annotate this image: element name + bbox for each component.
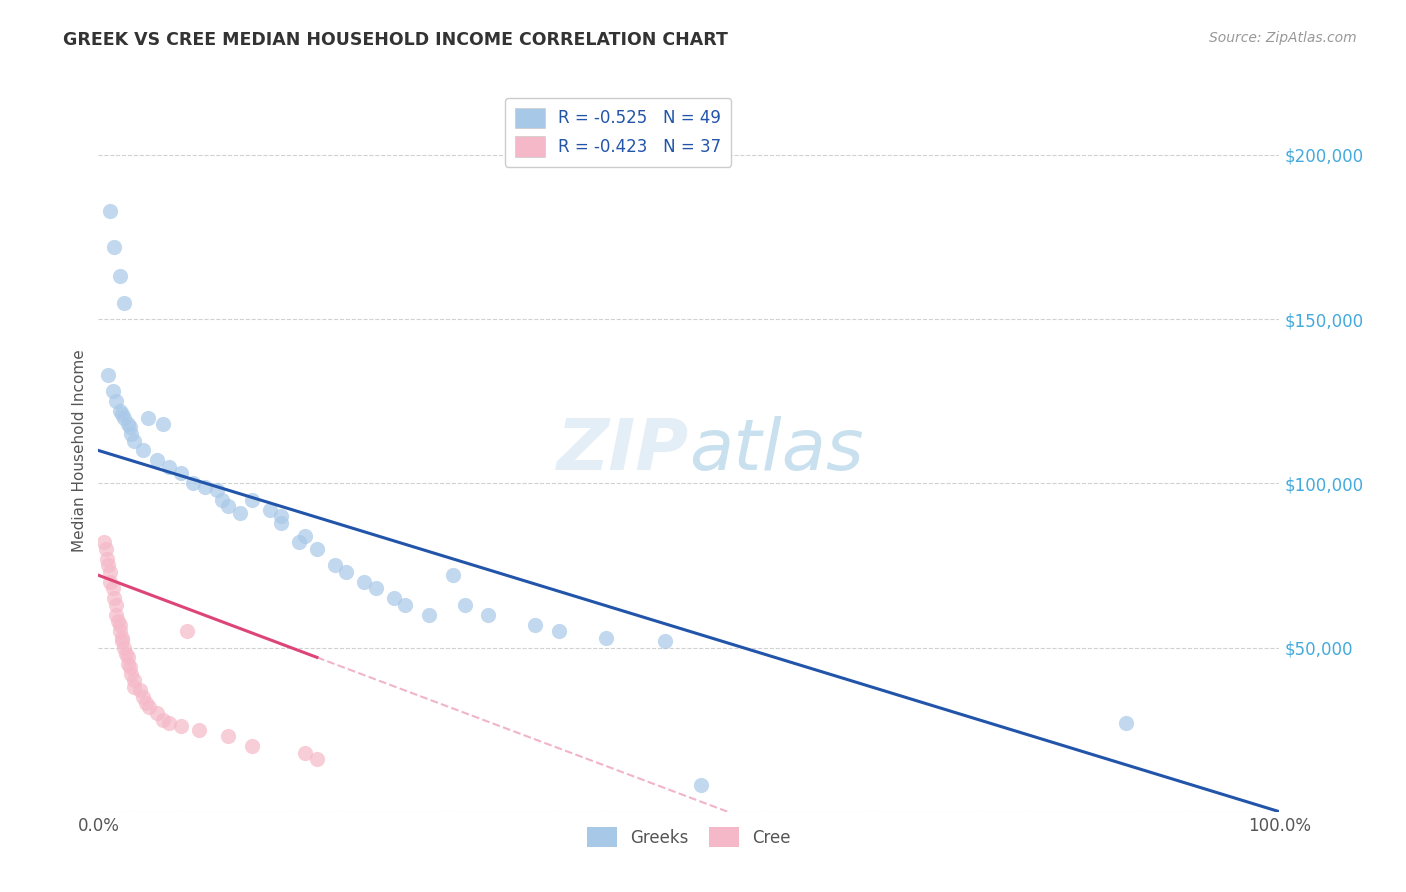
Point xyxy=(205,483,228,497)
Point xyxy=(157,716,180,731)
Point xyxy=(181,476,204,491)
Point xyxy=(108,617,131,632)
Point xyxy=(112,410,135,425)
Point xyxy=(294,746,316,760)
Point xyxy=(101,582,124,596)
Point xyxy=(270,509,292,524)
Point xyxy=(122,673,145,688)
Point xyxy=(117,650,139,665)
Text: GREEK VS CREE MEDIAN HOUSEHOLD INCOME CORRELATION CHART: GREEK VS CREE MEDIAN HOUSEHOLD INCOME CO… xyxy=(63,31,728,49)
Point xyxy=(270,516,292,530)
Point xyxy=(117,657,139,671)
Point xyxy=(117,417,139,432)
Point xyxy=(170,467,193,481)
Point xyxy=(122,680,145,694)
Point xyxy=(548,624,571,639)
Point xyxy=(1115,716,1137,731)
Point xyxy=(305,541,328,556)
Point xyxy=(128,683,150,698)
Point xyxy=(152,713,174,727)
Point xyxy=(111,631,134,645)
Point xyxy=(524,617,547,632)
Point xyxy=(97,558,120,573)
Point xyxy=(138,699,160,714)
Point xyxy=(93,535,115,549)
Point xyxy=(101,384,124,399)
Legend: Greeks, Cree: Greeks, Cree xyxy=(581,821,797,854)
Point xyxy=(120,660,142,674)
Point xyxy=(111,407,134,422)
Point xyxy=(654,634,676,648)
Point xyxy=(217,500,239,514)
Point xyxy=(229,506,252,520)
Point xyxy=(294,529,316,543)
Point xyxy=(97,368,120,382)
Point xyxy=(111,634,134,648)
Point xyxy=(477,607,499,622)
Point xyxy=(108,404,131,418)
Point xyxy=(595,631,617,645)
Point xyxy=(105,598,128,612)
Point xyxy=(136,410,159,425)
Point xyxy=(135,696,157,710)
Point xyxy=(103,240,125,254)
Point xyxy=(105,394,128,409)
Point xyxy=(364,582,387,596)
Point xyxy=(105,607,128,622)
Text: Source: ZipAtlas.com: Source: ZipAtlas.com xyxy=(1209,31,1357,45)
Point xyxy=(152,417,174,432)
Text: atlas: atlas xyxy=(689,416,863,485)
Point xyxy=(170,719,193,733)
Point xyxy=(240,492,263,507)
Point xyxy=(335,565,357,579)
Point xyxy=(146,706,169,721)
Point xyxy=(157,459,180,474)
Point xyxy=(132,443,155,458)
Point xyxy=(353,574,375,589)
Point xyxy=(194,480,217,494)
Point xyxy=(305,752,328,766)
Point xyxy=(98,565,121,579)
Point xyxy=(98,203,121,218)
Point xyxy=(146,453,169,467)
Point xyxy=(98,574,121,589)
Point xyxy=(103,591,125,606)
Point xyxy=(108,624,131,639)
Point xyxy=(114,647,136,661)
Point xyxy=(394,598,416,612)
Point xyxy=(441,568,464,582)
Point xyxy=(107,614,129,628)
Y-axis label: Median Household Income: Median Household Income xyxy=(72,349,87,552)
Point xyxy=(453,598,475,612)
Point xyxy=(187,723,209,737)
Point xyxy=(121,427,143,442)
Point xyxy=(176,624,198,639)
Point xyxy=(382,591,405,606)
Point xyxy=(288,535,311,549)
Point xyxy=(112,295,135,310)
Point xyxy=(259,502,281,516)
Point xyxy=(240,739,263,753)
Text: ZIP: ZIP xyxy=(557,416,689,485)
Point xyxy=(121,666,143,681)
Point xyxy=(689,779,711,793)
Point xyxy=(94,541,117,556)
Point xyxy=(211,492,233,507)
Point xyxy=(418,607,440,622)
Point xyxy=(122,434,145,448)
Point xyxy=(323,558,346,573)
Point xyxy=(96,551,118,566)
Point xyxy=(120,420,142,434)
Point xyxy=(217,729,239,743)
Point xyxy=(132,690,155,704)
Point xyxy=(108,269,131,284)
Point xyxy=(112,640,135,655)
